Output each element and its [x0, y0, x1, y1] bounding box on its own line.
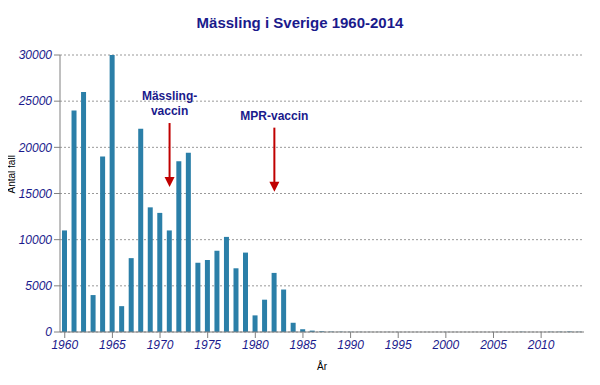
svg-text:1985: 1985	[290, 338, 317, 352]
svg-text:År: År	[317, 360, 328, 372]
svg-text:Mässling-: Mässling-	[142, 89, 197, 103]
svg-text:1990: 1990	[337, 338, 364, 352]
svg-text:Antal fall: Antal fall	[8, 155, 17, 193]
html-text:Mässling i Sverige 1960-2014: Mässling i Sverige 1960-2014	[196, 14, 404, 31]
svg-text:1980: 1980	[242, 338, 269, 352]
svg-text:2000: 2000	[432, 338, 460, 352]
svg-text:5000: 5000	[25, 279, 52, 293]
svg-text:1960: 1960	[51, 338, 78, 352]
svg-text:25000: 25000	[18, 94, 53, 108]
svg-text:1965: 1965	[99, 338, 126, 352]
svg-text:2005: 2005	[479, 338, 507, 352]
svg-text:15000: 15000	[19, 187, 53, 201]
svg-text:MPR-vaccin: MPR-vaccin	[240, 109, 308, 123]
svg-text:1975: 1975	[194, 338, 221, 352]
svg-text:30000: 30000	[19, 48, 53, 62]
svg-text:vaccin: vaccin	[151, 104, 188, 118]
svg-text:1995: 1995	[385, 338, 412, 352]
svg-text:20000: 20000	[18, 141, 53, 155]
svg-text:1970: 1970	[147, 338, 174, 352]
svg-text:10000: 10000	[19, 233, 53, 247]
svg-text:0: 0	[45, 325, 52, 339]
svg-text:2010: 2010	[527, 338, 555, 352]
